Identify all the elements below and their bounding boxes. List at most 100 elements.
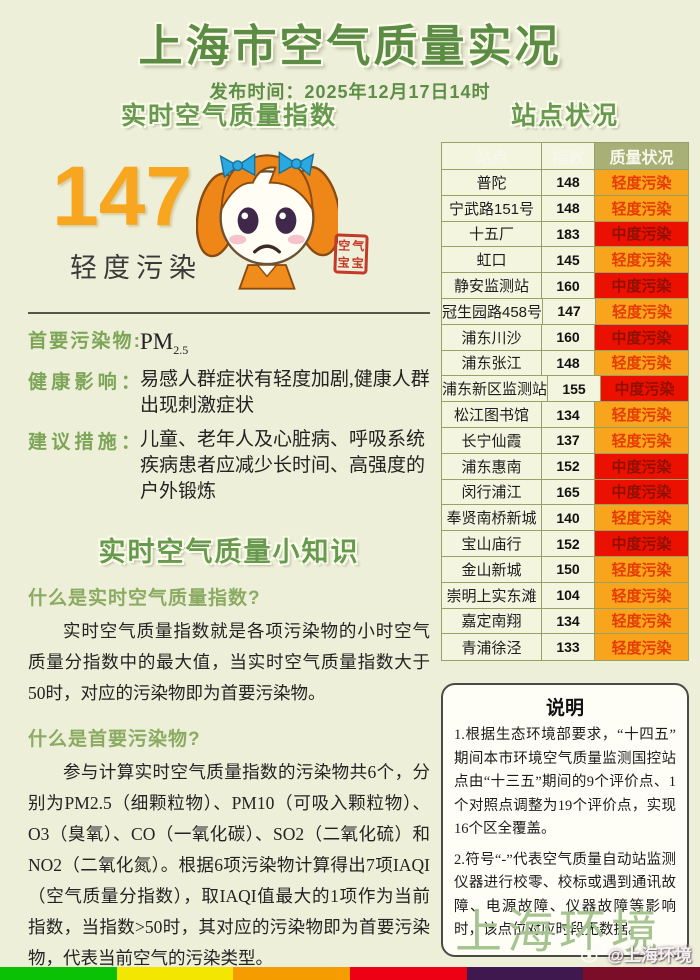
station-index: 152 <box>542 453 595 480</box>
page-title: 上海市空气质量实况 <box>138 22 562 71</box>
station-status: 轻度污染 <box>596 298 688 325</box>
station-index: 150 <box>542 556 595 583</box>
right-column: 站点状况 站点 指数 质量状况 普陀 148 轻度污染 宁武路151号 148 轻度污染十… <box>441 96 689 957</box>
notes-list: 1.根据生态环境部要求，“十四五”期间本市环境空气质量监测国控站点由“十三五”期… <box>454 724 676 942</box>
station-index: 134 <box>542 608 595 635</box>
station-status: 轻度污染 <box>595 427 688 454</box>
station-status: 轻度污染 <box>595 582 688 609</box>
table-row: 嘉定南翔 134 轻度污染 <box>442 608 688 635</box>
station-status: 中度污染 <box>595 453 688 480</box>
station-status: 中度污染 <box>601 376 688 403</box>
table-row: 崇明上实东滩 104 轻度污染 <box>442 582 688 609</box>
station-index: 133 <box>542 634 595 661</box>
mascot-girl-illustration <box>196 151 338 290</box>
station-name: 浦东张江 <box>442 350 542 377</box>
station-index: 148 <box>542 195 595 222</box>
station-name: 松江图书馆 <box>442 402 542 428</box>
table-row: 静安监测站 160 中度污染 <box>442 273 688 299</box>
station-status: 中度污染 <box>595 273 688 299</box>
header: 上海市空气质量实况 发布时间：2025年12月17日14时 <box>0 10 700 104</box>
right-bow-icon <box>278 151 315 177</box>
notes-title: 说明 <box>545 698 584 720</box>
primary-pollutant-value: PM2.5 <box>140 326 430 358</box>
station-name: 闵行浦江 <box>442 479 542 506</box>
weibo-icon <box>581 945 604 963</box>
aqi-scale-segment <box>350 967 467 980</box>
publish-time: 发布时间：2025年12月17日14时 <box>209 82 491 102</box>
advice-row: 建议措施： 儿童、老年人及心脏病、呼吸系统疾病患者应减少长时间、高强度的户外锻炼 <box>28 427 430 504</box>
station-index: 140 <box>542 505 595 532</box>
table-row: 浦东川沙 160 中度污染 <box>442 324 688 351</box>
station-name: 十五厂 <box>442 221 542 248</box>
table-row: 浦东惠南 152 中度污染 <box>442 453 688 480</box>
left-column: 实时空气质量指数 147 轻度污染 <box>28 96 430 980</box>
stations-section-title: 站点状况 <box>510 102 619 130</box>
seal-char: 气 <box>352 238 365 253</box>
aqi-scale-segment <box>583 967 700 980</box>
pollutant-subscript: 2.5 <box>173 342 189 357</box>
aqi-level: 轻度污染 <box>70 253 202 283</box>
table-row: 奉贤南桥新城 140 轻度污染 <box>442 505 688 532</box>
station-name: 虹口 <box>442 247 542 274</box>
station-index: 160 <box>542 324 595 351</box>
station-name: 浦东惠南 <box>442 453 542 480</box>
table-row: 金山新城 150 轻度污染 <box>442 556 688 583</box>
station-status: 轻度污染 <box>595 402 688 428</box>
aqi-value: 147 <box>52 149 193 243</box>
column-header-index: 指数 <box>542 143 595 170</box>
column-header-station: 站点 <box>442 143 542 170</box>
station-index: 148 <box>542 170 595 196</box>
aqi-display: 147 轻度污染 <box>28 134 430 302</box>
qa-question: 什么是首要污染物? <box>28 728 201 750</box>
station-index: 104 <box>542 582 595 609</box>
station-status: 轻度污染 <box>595 608 688 635</box>
station-index: 152 <box>542 531 595 557</box>
table-row: 宁武路151号 148 轻度污染 <box>442 195 688 222</box>
watermark-text: @上海环境 <box>607 946 692 965</box>
station-status: 中度污染 <box>595 324 688 351</box>
aqi-scale-segment <box>466 967 584 980</box>
notes-box: 说明 1.根据生态环境部要求，“十四五”期间本市环境空气质量监测国控站点由“十三… <box>441 683 689 957</box>
station-name: 普陀 <box>442 170 542 196</box>
station-index: 137 <box>542 427 595 454</box>
aqi-section-title: 实时空气质量指数 <box>120 102 337 130</box>
station-status: 中度污染 <box>595 531 688 557</box>
station-index: 165 <box>542 479 595 506</box>
health-impact-row: 健康影响： 易感人群症状有轻度加剧,健康人群出现刺激症状 <box>28 367 430 418</box>
seal-char: 空 <box>338 238 351 253</box>
station-status: 轻度污染 <box>595 195 688 222</box>
mascot-seal: 空 气 宝 宝 <box>333 233 369 275</box>
aqi-scale-segment <box>233 967 351 980</box>
station-index: 148 <box>542 350 595 377</box>
notes-item: 1.根据生态环境部要求，“十四五”期间本市环境空气质量监测国控站点由“十三五”期… <box>454 727 676 838</box>
aqi-scale-segment <box>116 967 234 980</box>
station-status: 中度污染 <box>595 221 688 248</box>
station-status: 轻度污染 <box>595 170 688 196</box>
primary-pollutant-row: 首要污染物: PM2.5 <box>28 326 430 358</box>
qa-question: 什么是实时空气质量指数? <box>28 588 261 610</box>
aqi-scale-bar <box>0 967 700 980</box>
table-row: 浦东新区监测站 155 中度污染 <box>442 376 688 403</box>
advice-label: 建议措施： <box>28 432 140 454</box>
advice-text: 儿童、老年人及心脏病、呼吸系统疾病患者应减少长时间、高强度的户外锻炼 <box>140 429 426 502</box>
column-header-status: 质量状况 <box>595 143 688 170</box>
station-status: 轻度污染 <box>595 247 688 274</box>
seal-char: 宝 <box>351 255 364 270</box>
table-row: 长宁仙霞 137 轻度污染 <box>442 427 688 454</box>
station-name: 崇明上实东滩 <box>442 582 542 609</box>
weibo-watermark: @上海环境 <box>581 941 692 966</box>
station-name: 静安监测站 <box>442 273 542 299</box>
seal-char: 宝 <box>337 255 350 270</box>
table-row: 十五厂 183 中度污染 <box>442 221 688 248</box>
knowledge-section-title: 实时空气质量小知识 <box>98 537 360 568</box>
station-name: 长宁仙霞 <box>442 427 542 454</box>
station-name: 浦东川沙 <box>442 324 542 351</box>
table-row: 闵行浦江 165 中度污染 <box>442 479 688 506</box>
station-index: 155 <box>548 376 602 403</box>
station-status: 轻度污染 <box>595 556 688 583</box>
station-name: 宝山庙行 <box>442 531 542 557</box>
health-impact-label: 健康影响： <box>28 371 140 393</box>
table-row: 虹口 145 轻度污染 <box>442 247 688 274</box>
station-name: 奉贤南桥新城 <box>442 505 542 532</box>
health-impact-text: 易感人群症状有轻度加剧,健康人群出现刺激症状 <box>140 368 430 416</box>
